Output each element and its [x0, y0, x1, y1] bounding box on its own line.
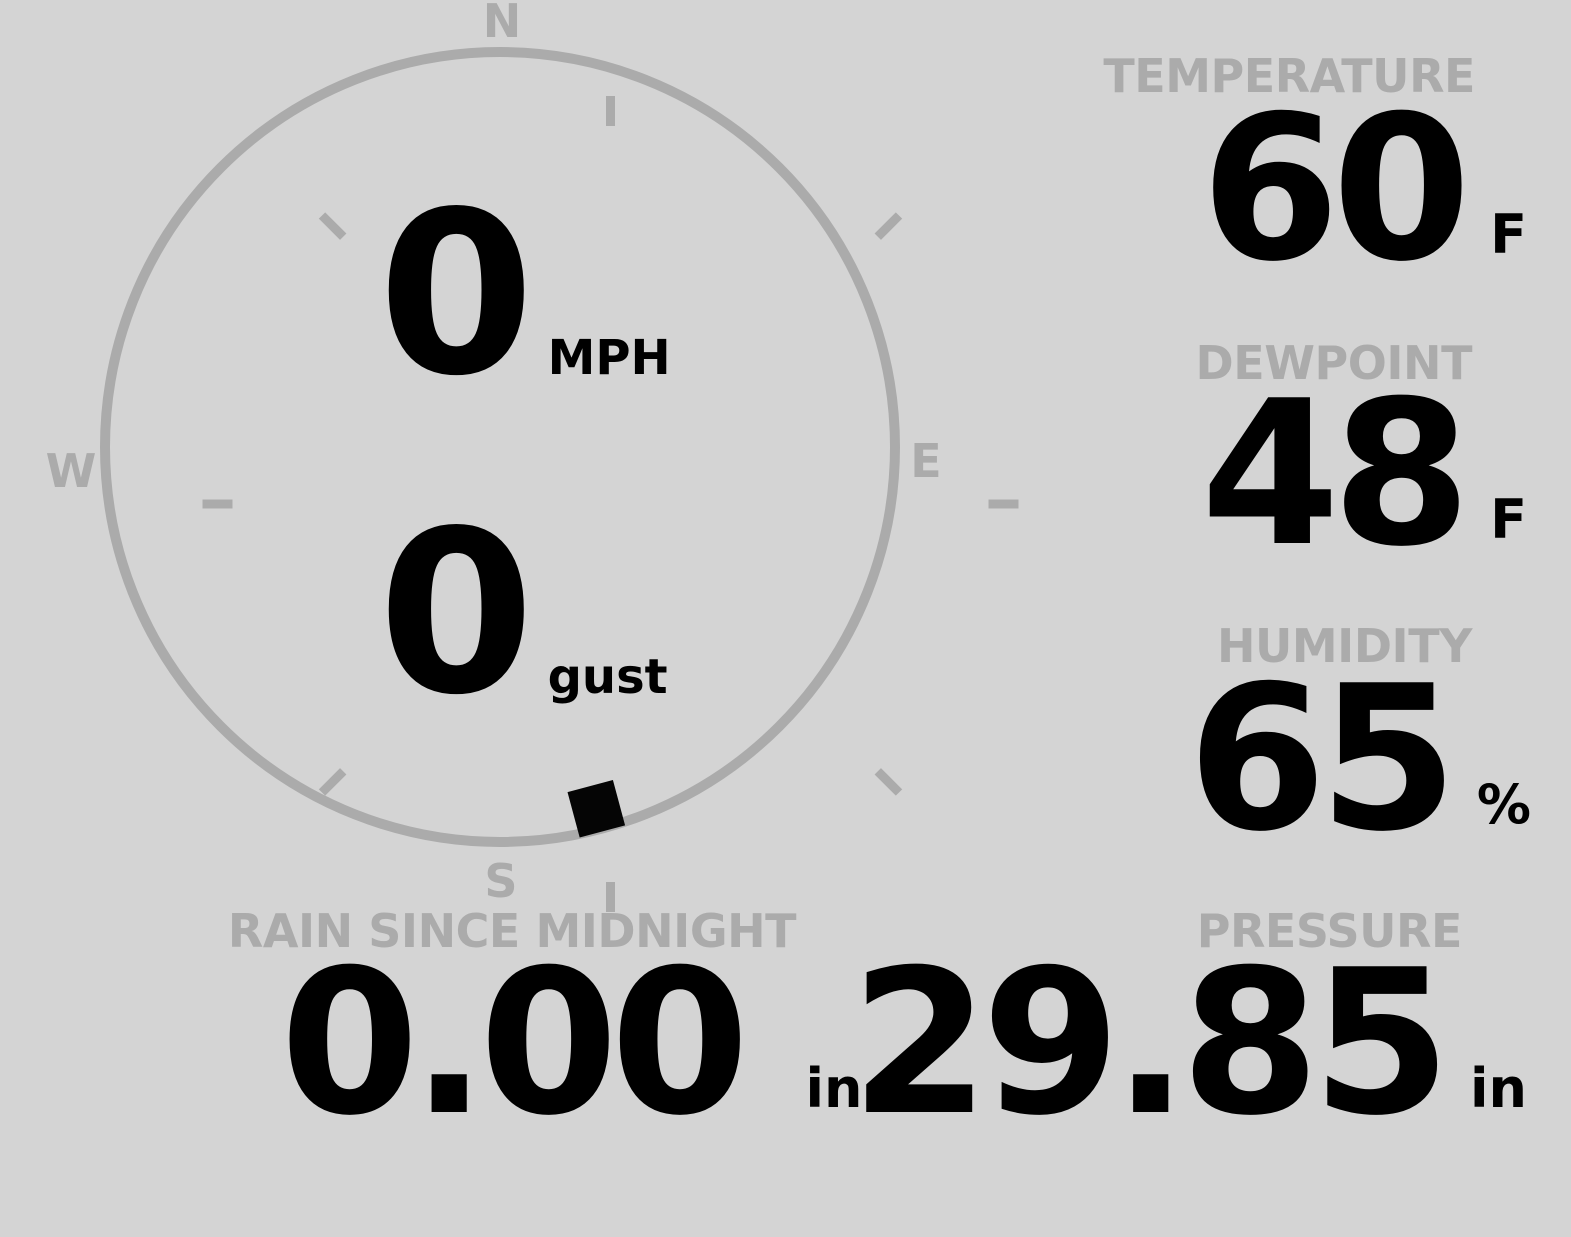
temperature-unit: F — [1490, 203, 1527, 266]
compass-tick-nw — [318, 212, 347, 240]
wind-gust-unit: gust — [547, 649, 668, 705]
pressure-label: PRESSURE — [1196, 904, 1463, 958]
wind-speed-value: 0 — [378, 164, 535, 426]
compass-ring — [100, 47, 1019, 912]
dewpoint-value: 48 — [1200, 358, 1471, 591]
rain-value: 0.00 — [280, 927, 749, 1160]
temperature-reading: 60 F — [1201, 90, 1527, 290]
compass-tick-e — [988, 499, 1019, 509]
humidity-unit: % — [1476, 773, 1531, 836]
pressure-reading: 29.85 in — [850, 944, 1527, 1144]
compass-tick-se — [874, 768, 903, 796]
rain-unit: in — [805, 1057, 863, 1120]
wind-speed: 0 MPH — [378, 183, 671, 408]
humidity-label: HUMIDITY — [1216, 619, 1473, 673]
dewpoint-reading: 48 F — [1201, 375, 1527, 575]
humidity-reading: 65 % — [1188, 660, 1531, 860]
compass-tick-n — [606, 96, 615, 126]
pressure-value: 29.85 — [850, 927, 1451, 1160]
rain-label: RAIN SINCE MIDNIGHT — [227, 904, 797, 958]
compass-tick-ne — [874, 212, 903, 240]
humidity-value: 65 — [1187, 643, 1458, 876]
wind-gust: 0 gust — [378, 502, 668, 727]
temperature-value: 60 — [1200, 73, 1471, 306]
cardinal-north-label: N — [482, 0, 522, 48]
compass-tick-sw — [318, 768, 347, 796]
compass-tick-w — [202, 499, 233, 509]
cardinal-east-label: E — [910, 434, 942, 488]
rain-reading: 0.00 in — [280, 944, 862, 1144]
cardinal-west-label: W — [45, 444, 97, 498]
cardinal-south-label: S — [484, 854, 518, 908]
wind-speed-unit: MPH — [547, 330, 671, 386]
dewpoint-unit: F — [1490, 488, 1527, 551]
pressure-unit: in — [1470, 1057, 1527, 1120]
temperature-label: TEMPERATURE — [1103, 49, 1475, 103]
dewpoint-label: DEWPOINT — [1195, 336, 1473, 390]
wind-gust-value: 0 — [378, 483, 535, 745]
